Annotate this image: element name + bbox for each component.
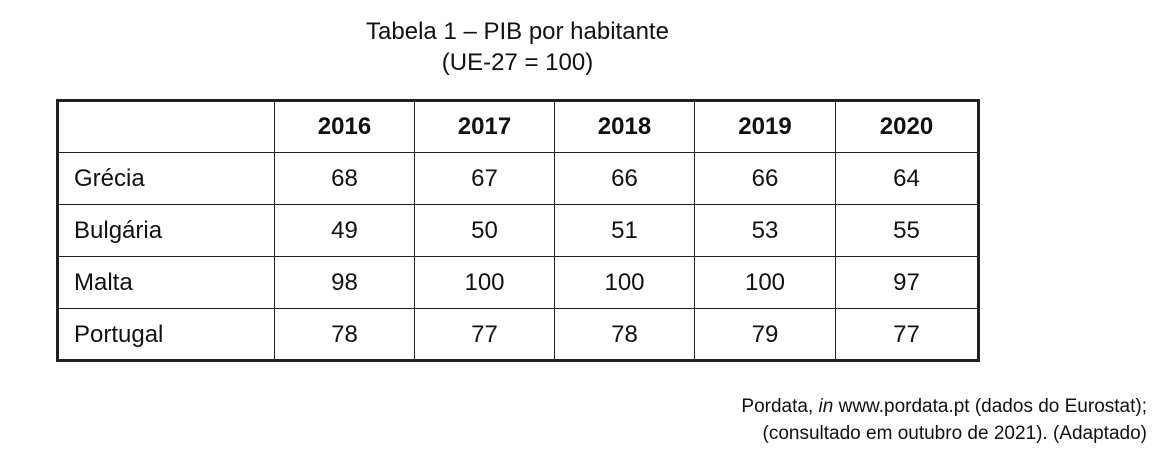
header-cell-2020: 2020 [835, 100, 978, 153]
source-line1: Pordata, in www.pordata.pt (dados do Eur… [741, 393, 1147, 420]
table-row: Grécia 68 67 66 66 64 [57, 152, 978, 205]
row-label-grecia: Grécia [57, 152, 275, 205]
table-title-line1: Tabela 1 – PIB por habitante [366, 18, 669, 45]
source-line2: (consultado em outubro de 2021). (Adapta… [762, 423, 1147, 444]
table-cell: 79 [694, 308, 836, 361]
table-row: Portugal 78 77 78 79 77 [57, 308, 978, 361]
table-row: Bulgária 49 50 51 53 55 [57, 204, 978, 257]
table-cell: 64 [835, 152, 978, 205]
header-cell-2016: 2016 [274, 100, 415, 153]
source-prefix: Pordata, [741, 396, 819, 417]
header-cell-empty [57, 100, 275, 153]
table-cell: 51 [554, 204, 695, 257]
table-cell: 67 [414, 152, 555, 205]
header-cell-2019: 2019 [694, 100, 836, 153]
source-suffix: www.pordata.pt (dados do Eurostat); [833, 396, 1147, 417]
table-cell: 49 [274, 204, 415, 257]
table-cell: 100 [694, 256, 836, 309]
table-cell: 78 [274, 308, 415, 361]
table-cell: 66 [554, 152, 695, 205]
table-cell: 50 [414, 204, 555, 257]
table-cell: 77 [835, 308, 978, 361]
row-label-portugal: Portugal [57, 308, 275, 361]
table-cell: 100 [414, 256, 555, 309]
table-cell: 78 [554, 308, 695, 361]
gdp-per-capita-table: 2016 2017 2018 2019 2020 Grécia 68 67 66… [57, 100, 978, 361]
table-cell: 55 [835, 204, 978, 257]
table-cell: 97 [835, 256, 978, 309]
table-cell: 98 [274, 256, 415, 309]
source-note: Pordata, in www.pordata.pt (dados do Eur… [741, 393, 1147, 447]
table-row: Malta 98 100 100 100 97 [57, 256, 978, 309]
table-title: Tabela 1 – PIB por habitante (UE-27 = 10… [0, 16, 1035, 78]
header-cell-2018: 2018 [554, 100, 695, 153]
header-cell-2017: 2017 [414, 100, 555, 153]
source-in: in [818, 396, 834, 417]
table-title-line2: (UE-27 = 100) [441, 49, 594, 76]
header-row: 2016 2017 2018 2019 2020 [57, 100, 978, 153]
row-label-bulgaria: Bulgária [57, 204, 275, 257]
table-cell: 66 [694, 152, 836, 205]
table-cell: 68 [274, 152, 415, 205]
table-cell: 77 [414, 308, 555, 361]
row-label-malta: Malta [57, 256, 275, 309]
table-cell: 100 [554, 256, 695, 309]
table-cell: 53 [694, 204, 836, 257]
